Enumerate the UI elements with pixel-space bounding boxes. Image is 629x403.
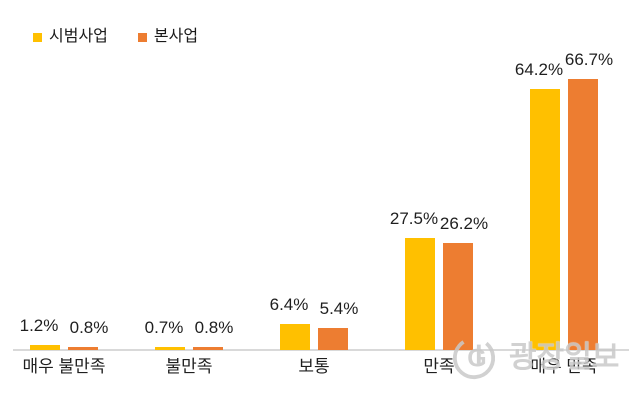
pilot-project-swatch-icon xyxy=(33,32,42,42)
legend-label: 본사업 xyxy=(153,28,199,45)
legend-label: 시범사업 xyxy=(49,28,108,45)
value-label: 66.7% xyxy=(564,50,614,69)
bar-series1-cat5 xyxy=(530,89,560,350)
bar-series1-cat3 xyxy=(280,324,310,350)
category-label: 보통 xyxy=(298,357,330,376)
category-label: 만족 xyxy=(423,357,455,376)
value-label: 0.7% xyxy=(144,318,184,337)
category-label: 매우 불만족 xyxy=(22,357,106,376)
value-label: 1.2% xyxy=(19,316,59,335)
bar-series2-cat1 xyxy=(68,347,98,350)
legend-item-pilot-project: 시범사업 xyxy=(33,29,108,45)
legend-item-main-project: 본사업 xyxy=(137,28,199,45)
main-project-swatch-icon xyxy=(137,32,147,42)
bar-series1-cat1 xyxy=(30,345,60,350)
value-label: 64.2% xyxy=(514,60,564,79)
x-axis-line xyxy=(13,349,629,351)
value-label: 5.4% xyxy=(319,299,359,318)
category-label: 불만족 xyxy=(165,357,213,376)
bar-series1-cat4 xyxy=(405,238,435,350)
value-label: 0.8% xyxy=(69,318,109,337)
value-label: 6.4% xyxy=(269,295,309,314)
bar-series2-cat3 xyxy=(318,328,348,350)
value-label: 0.8% xyxy=(194,318,234,337)
bar-series1-cat2 xyxy=(155,347,185,350)
bar-series2-cat5 xyxy=(568,79,598,350)
bar-series2-cat2 xyxy=(193,347,223,350)
value-label: 27.5% xyxy=(389,209,439,228)
value-label: 26.2% xyxy=(439,214,489,233)
legend: 시범사업 본사업 xyxy=(33,29,198,45)
category-label: 매우 만족 xyxy=(530,357,598,376)
bar-series2-cat4 xyxy=(443,243,473,350)
